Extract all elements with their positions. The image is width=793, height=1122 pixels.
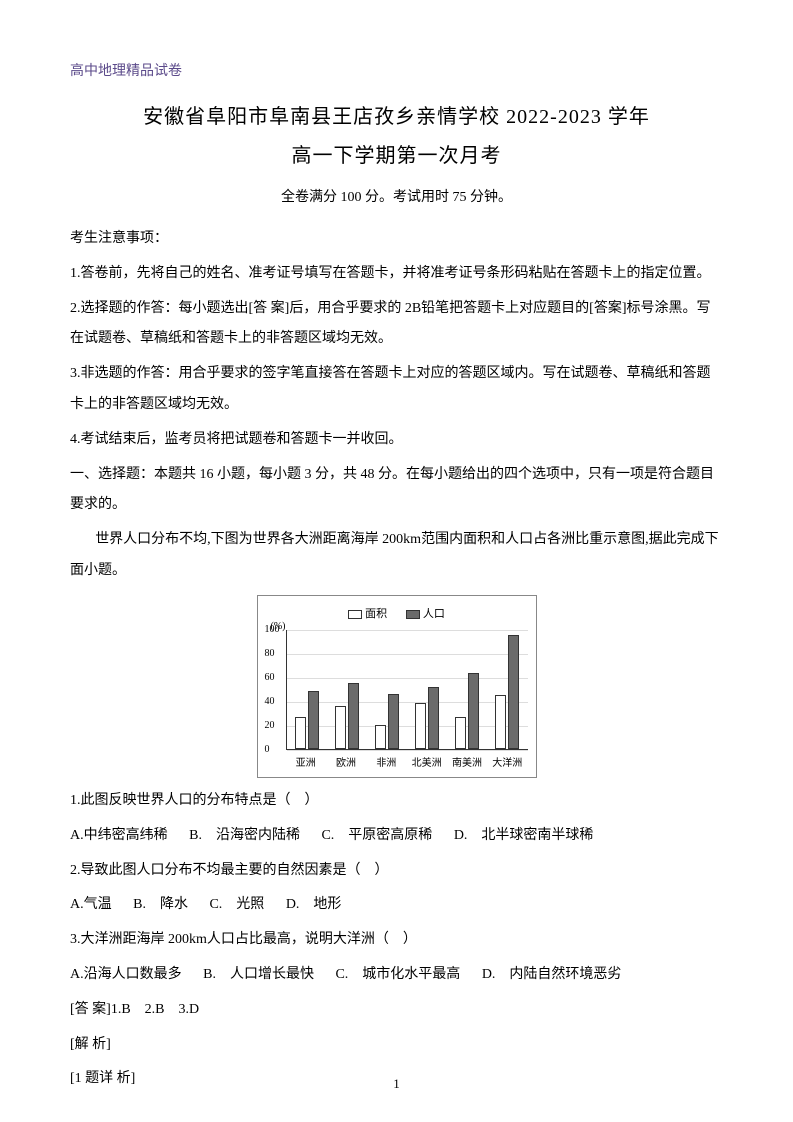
q2-opt-b: B. 降水 [133, 897, 188, 912]
question-2: 2.导致此图人口分布不均最主要的自然因素是（ ） [70, 856, 723, 887]
question-3-options: A.沿海人口数最多 B. 人口增长最快 C. 城市化水平最高 D. 内陆自然环境… [70, 960, 723, 991]
population-bar [388, 694, 399, 749]
legend-label-pop: 人口 [423, 608, 445, 620]
q3-opt-a: A.沿海人口数最多 [70, 967, 182, 982]
body-content: 考生注意事项： 1.答卷前，先将自己的姓名、准考证号填写在答题卡，并将准考证号条… [70, 224, 723, 1095]
q1-opt-a: A.中纬密高纬稀 [70, 828, 168, 843]
question-1-options: A.中纬密高纬稀 B. 沿海密内陆稀 C. 平原密高原稀 D. 北半球密南半球稀 [70, 821, 723, 852]
bar-group [492, 635, 522, 749]
section-1-heading: 一、选择题：本题共 16 小题，每小题 3 分，共 48 分。在每小题给出的四个… [70, 460, 723, 522]
question-2-options: A.气温 B. 降水 C. 光照 D. 地形 [70, 890, 723, 921]
q2-opt-d: D. 地形 [286, 897, 342, 912]
chart-plot-area: (%) 020406080100 [286, 630, 528, 750]
area-bar [455, 717, 466, 749]
x-tick-label: 亚洲 [291, 753, 321, 775]
q3-opt-b: B. 人口增长最快 [203, 967, 314, 982]
bar-group [452, 673, 482, 749]
notice-2: 2.选择题的作答：每小题选出[答 案]后，用合乎要求的 2B铅笔把答题卡上对应题… [70, 294, 723, 356]
x-tick-label: 大洋洲 [492, 753, 522, 775]
x-axis-labels: 亚洲欧洲非洲北美洲南美洲大洋洲 [286, 753, 528, 775]
x-tick-label: 欧洲 [331, 753, 361, 775]
q1-opt-c: C. 平原密高原稀 [321, 828, 432, 843]
notice-4: 4.考试结束后，监考员将把试题卷和答题卡一并收回。 [70, 425, 723, 456]
x-tick-label: 南美洲 [452, 753, 482, 775]
title-line-1: 安徽省阜阳市阜南县王店孜乡亲情学校 2022-2023 学年 [70, 100, 723, 129]
area-bar [495, 695, 506, 749]
q2-opt-c: C. 光照 [209, 897, 264, 912]
population-bar [508, 635, 519, 749]
question-3: 3.大洋洲距海岸 200km人口占比最高，说明大洋洲（ ） [70, 925, 723, 956]
bar-chart: 面积 人口 (%) 020406080100 亚洲欧洲非洲北美洲南美洲大洋洲 [257, 595, 537, 778]
q3-opt-d: D. 内陆自然环境恶劣 [482, 967, 622, 982]
bar-group [332, 683, 362, 749]
bar-group [412, 687, 442, 749]
bar-group [292, 691, 322, 749]
population-bar [468, 673, 479, 749]
legend-box-pop [406, 610, 420, 619]
page-number: 1 [0, 1076, 793, 1092]
question-intro: 世界人口分布不均,下图为世界各大洲距离海岸 200km范围内面积和人口占各洲比重… [70, 525, 723, 587]
population-bar [348, 683, 359, 749]
y-tick-label: 40 [265, 691, 275, 713]
notice-header: 考生注意事项： [70, 224, 723, 255]
population-bar [308, 691, 319, 749]
answer-line: [答 案]1.B 2.B 3.D [70, 995, 723, 1026]
header-label: 高中地理精品试卷 [70, 60, 723, 80]
notice-3: 3.非选题的作答：用合乎要求的签字笔直接答在答题卡上对应的答题区域内。写在试题卷… [70, 359, 723, 421]
area-bar [335, 706, 346, 749]
x-tick-label: 北美洲 [412, 753, 442, 775]
area-bar [415, 703, 426, 749]
chart-legend: 面积 人口 [266, 602, 528, 626]
analysis-label: [解 析] [70, 1030, 723, 1061]
y-tick-label: 100 [265, 619, 280, 641]
q2-opt-a: A.气温 [70, 897, 112, 912]
x-tick-label: 非洲 [371, 753, 401, 775]
y-tick-label: 60 [265, 667, 275, 689]
q3-opt-c: C. 城市化水平最高 [335, 967, 460, 982]
area-bar [295, 717, 306, 749]
bar-group [372, 694, 402, 749]
population-bar [428, 687, 439, 749]
question-1: 1.此图反映世界人口的分布特点是（ ） [70, 786, 723, 817]
q1-opt-d: D. 北半球密南半球稀 [454, 828, 594, 843]
gridline [287, 750, 528, 751]
y-tick-label: 0 [265, 739, 270, 761]
bars-row [287, 630, 528, 749]
exam-info: 全卷满分 100 分。考试用时 75 分钟。 [70, 186, 723, 206]
title-line-2: 高一下学期第一次月考 [70, 139, 723, 168]
y-tick-label: 20 [265, 715, 275, 737]
y-tick-label: 80 [265, 643, 275, 665]
legend-box-area [348, 610, 362, 619]
area-bar [375, 725, 386, 749]
legend-label-area: 面积 [365, 608, 387, 620]
q1-opt-b: B. 沿海密内陆稀 [189, 828, 300, 843]
notice-1: 1.答卷前，先将自己的姓名、准考证号填写在答题卡，并将准考证号条形码粘贴在答题卡… [70, 259, 723, 290]
